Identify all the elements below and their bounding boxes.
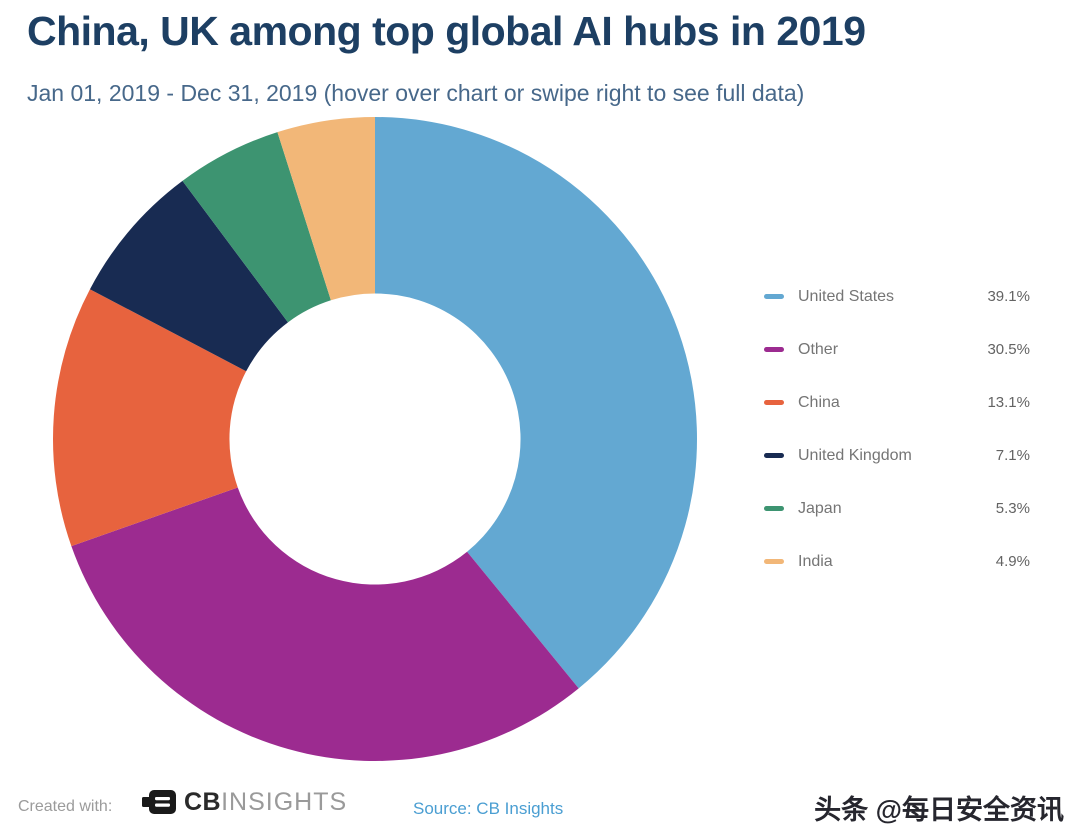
pie-slice-united-kingdom[interactable] xyxy=(89,180,288,372)
legend-swatch xyxy=(764,559,784,564)
pie-slice-other[interactable] xyxy=(71,487,579,762)
cbinsights-logo-cb: CB xyxy=(184,787,222,816)
legend-swatch xyxy=(764,294,784,299)
pie-slice-japan[interactable] xyxy=(182,132,331,323)
legend-value: 4.9% xyxy=(995,553,1030,570)
legend-label: India xyxy=(798,552,833,570)
pie-slice-united-states[interactable] xyxy=(375,117,698,689)
legend-item-china[interactable]: China 13.1% xyxy=(764,376,1030,429)
watermark-text: 头条 @每日安全资讯 xyxy=(814,795,1064,825)
pie-slice-china[interactable] xyxy=(53,289,247,547)
legend-label: China xyxy=(798,393,840,411)
pie-slice-india[interactable] xyxy=(277,117,375,301)
legend-swatch xyxy=(764,400,784,405)
legend-value: 7.1% xyxy=(995,447,1030,464)
legend-label: Japan xyxy=(798,499,842,517)
legend-swatch xyxy=(764,506,784,511)
legend-label: Other xyxy=(798,340,839,358)
legend-value: 30.5% xyxy=(987,341,1030,358)
donut-chart-svg[interactable] xyxy=(52,116,698,762)
footer: Created with: CB INSIGHTS Source: CB Insi… xyxy=(0,778,1080,838)
legend-item-japan[interactable]: Japan 5.3% xyxy=(764,482,1030,535)
created-with-label: Created with: xyxy=(18,798,113,815)
legend-label: United Kingdom xyxy=(798,446,912,464)
cbinsights-logo-icon xyxy=(142,790,176,814)
cbinsights-logo[interactable]: CB INSIGHTS xyxy=(142,787,347,817)
legend-value: 13.1% xyxy=(987,394,1030,411)
legend-label: United States xyxy=(798,287,895,305)
donut-chart[interactable] xyxy=(52,116,698,762)
legend-value: 39.1% xyxy=(987,288,1030,305)
legend-item-india[interactable]: India 4.9% xyxy=(764,535,1030,588)
legend-item-united-states[interactable]: United States 39.1% xyxy=(764,270,1030,323)
chart-legend: United States 39.1% Other 30.5% China 13.1% Un… xyxy=(764,270,1030,588)
source-link[interactable]: Source: CB Insights xyxy=(413,799,564,818)
cbinsights-logo-insights: INSIGHTS xyxy=(221,787,348,816)
chart-title: China, UK among top global AI hubs in 20… xyxy=(27,8,866,54)
legend-value: 5.3% xyxy=(995,500,1030,517)
legend-item-united-kingdom[interactable]: United Kingdom 7.1% xyxy=(764,429,1030,482)
legend-item-other[interactable]: Other 30.5% xyxy=(764,323,1030,376)
legend-swatch xyxy=(764,347,784,352)
chart-subtitle: Jan 01, 2019 - Dec 31, 2019 (hover over … xyxy=(27,80,805,106)
legend-swatch xyxy=(764,453,784,458)
